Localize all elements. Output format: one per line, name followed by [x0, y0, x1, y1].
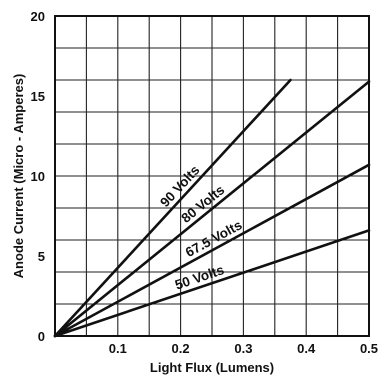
y-axis-title: Anode Current (Micro - Amperes) — [11, 74, 26, 279]
series-line — [53, 78, 292, 338]
y-tick-label: 10 — [31, 169, 45, 184]
series-lines — [53, 78, 371, 338]
series-line — [53, 229, 371, 338]
tick-labels: 0.1 0.2 0.3 0.4 0.5 0 5 10 15 20 — [31, 9, 379, 356]
series-line — [53, 80, 371, 338]
series-line — [53, 163, 371, 338]
x-axis-title: Light Flux (Lumens) — [150, 360, 274, 375]
y-tick-label: 15 — [31, 89, 45, 104]
x-tick-label: 0.5 — [360, 341, 378, 356]
y-tick-label: 0 — [38, 329, 45, 344]
grid — [55, 16, 369, 336]
x-tick-label: 0.2 — [172, 341, 190, 356]
plot-frame — [54, 15, 370, 337]
x-tick-label: 0.1 — [109, 341, 127, 356]
x-tick-label: 0.4 — [297, 341, 316, 356]
x-tick-label: 0.3 — [234, 341, 252, 356]
y-tick-label: 20 — [31, 9, 45, 24]
y-tick-label: 5 — [38, 249, 45, 264]
